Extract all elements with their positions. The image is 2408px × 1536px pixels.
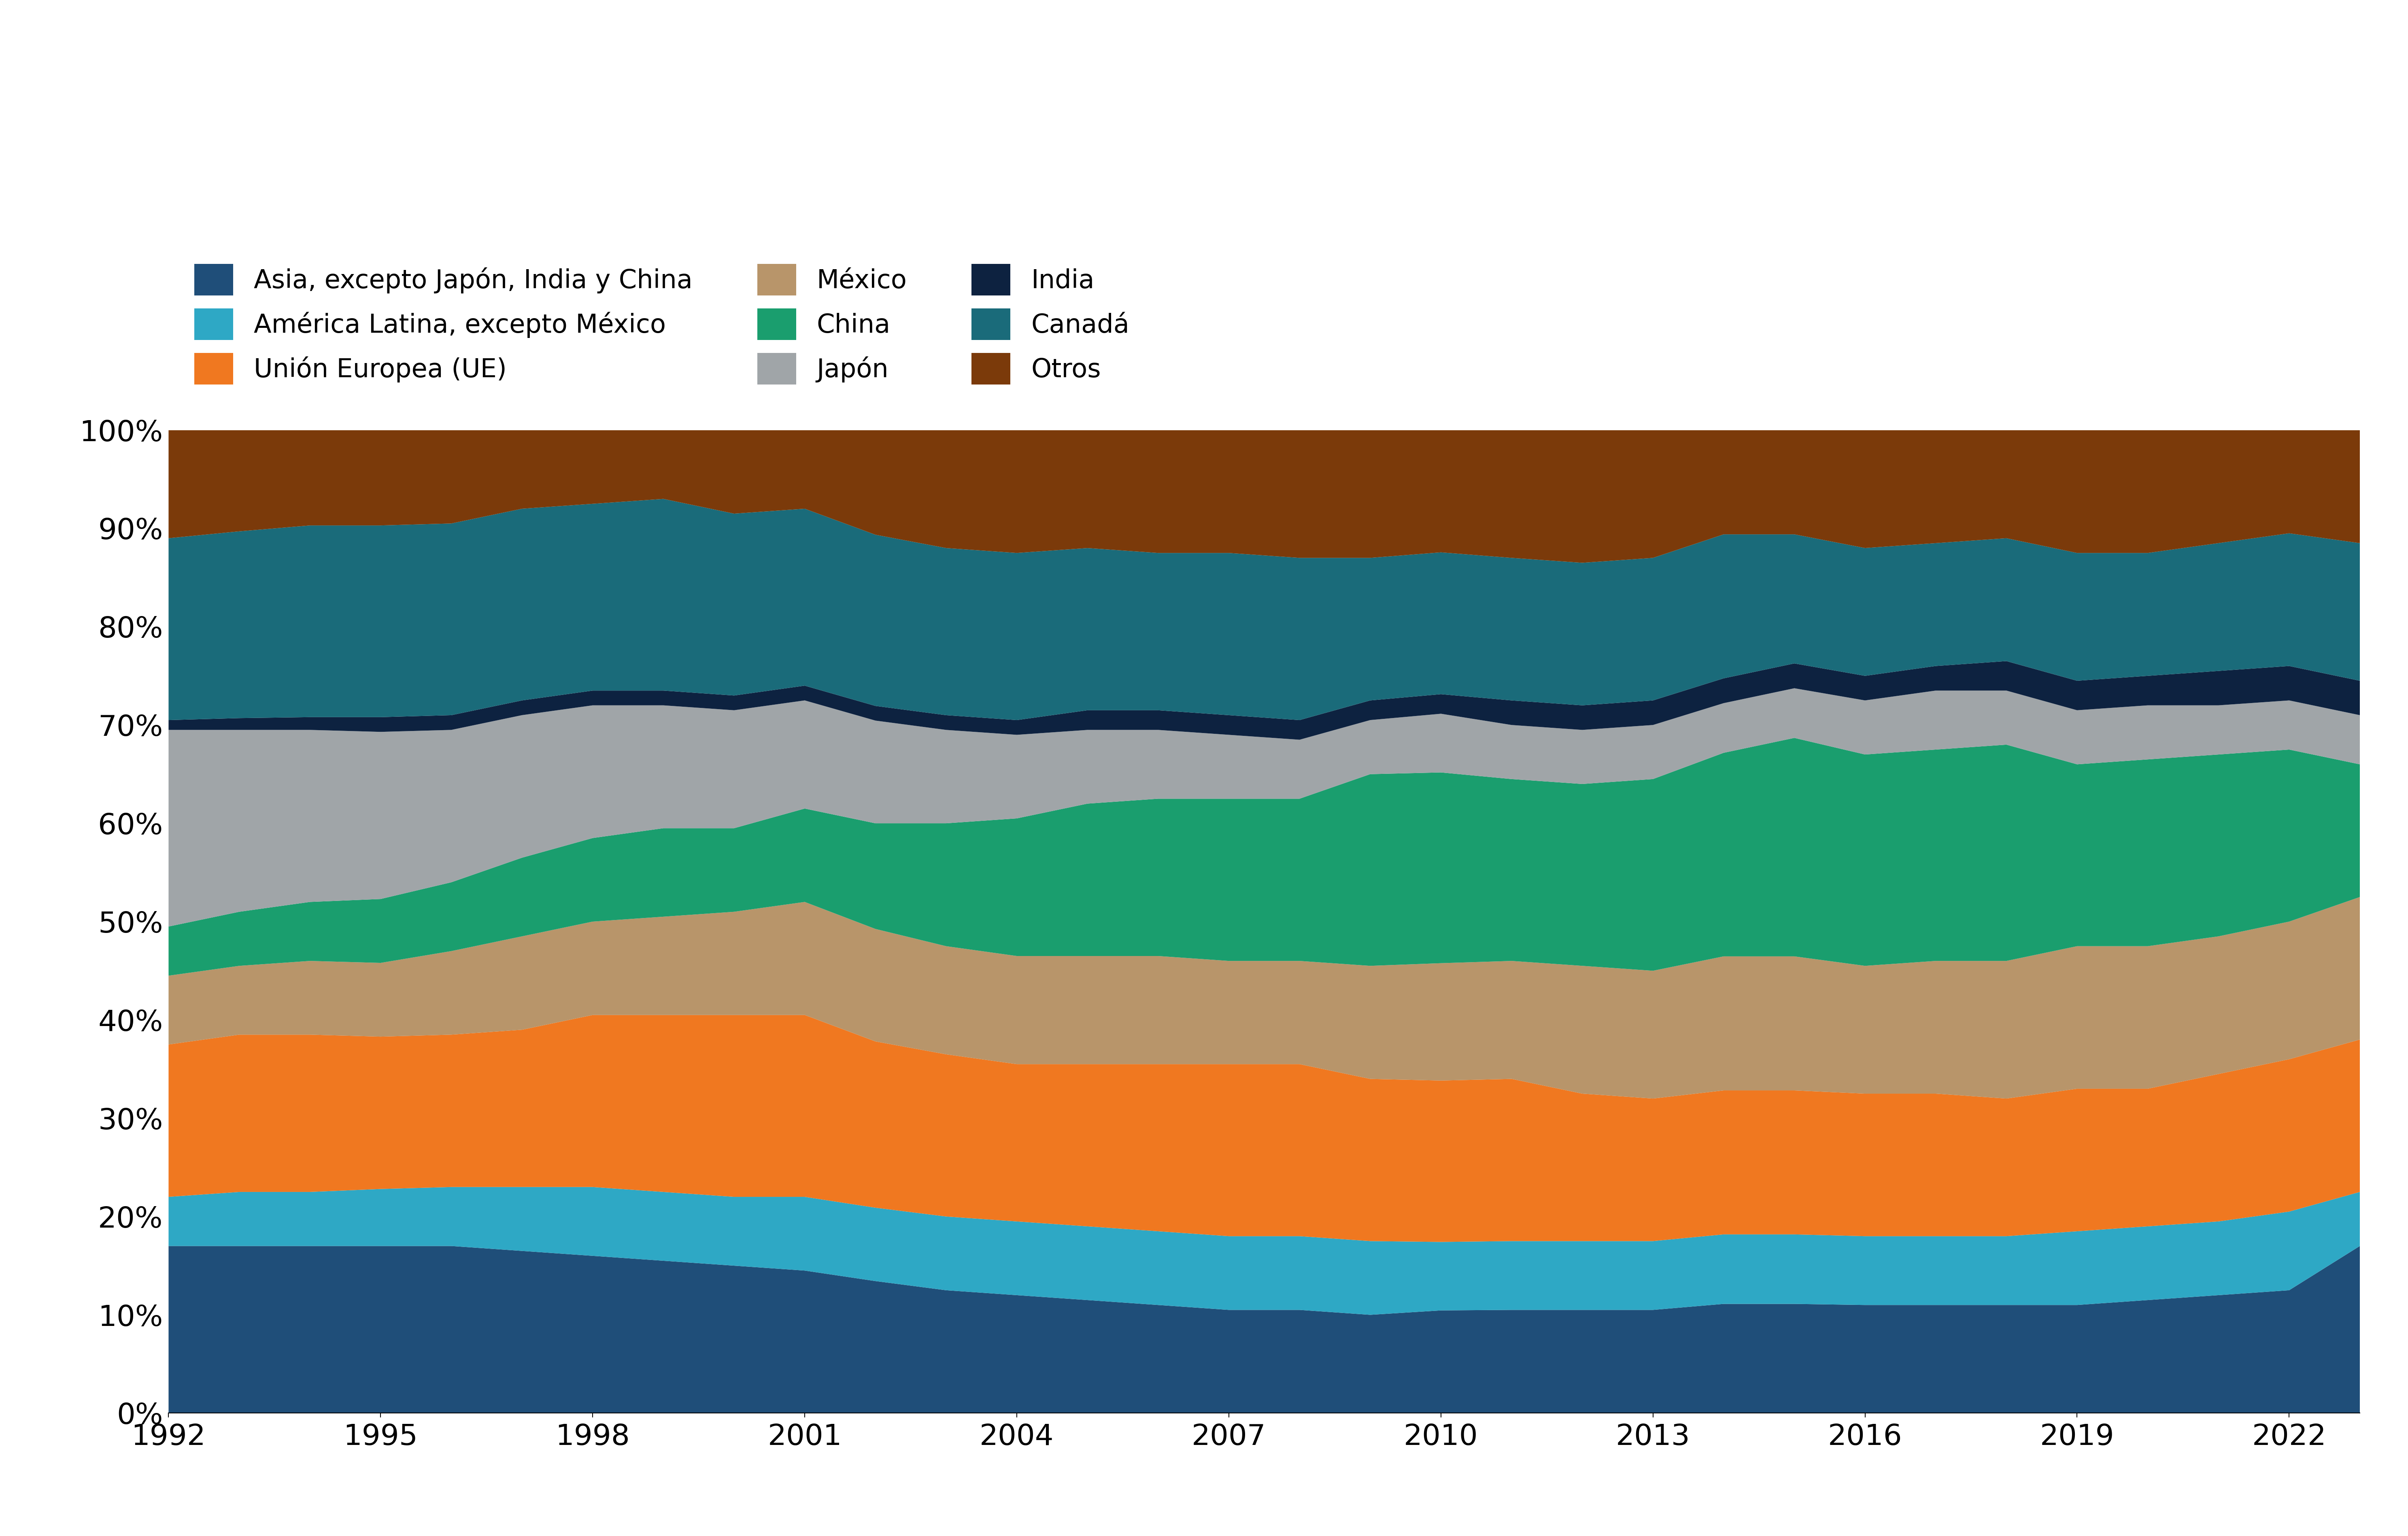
Legend: Asia, excepto Japón, India y China, América Latina, excepto México, Unión Europe: Asia, excepto Japón, India y China, Amér… xyxy=(181,250,1141,398)
